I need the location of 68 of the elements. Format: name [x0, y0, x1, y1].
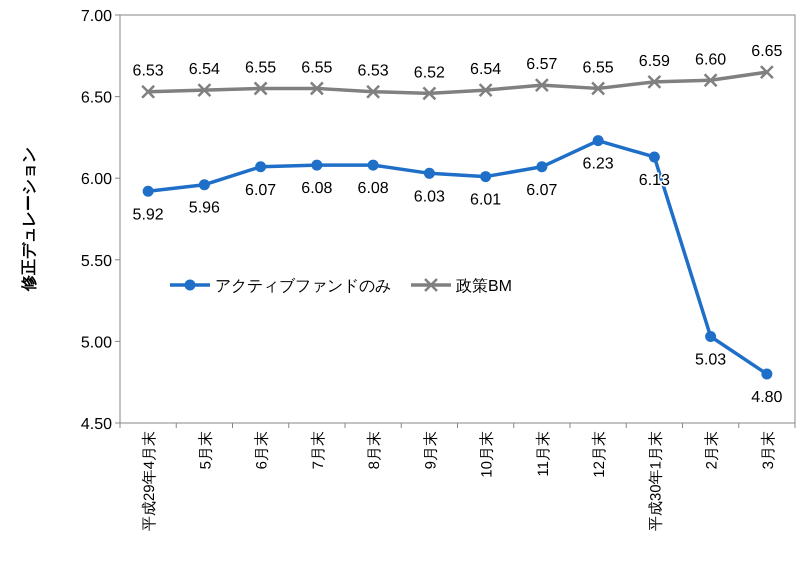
data-label: 6.07 — [245, 182, 276, 199]
x-tick-label: 3月末 — [760, 431, 777, 470]
point — [366, 84, 380, 99]
x-tick-label: 6月末 — [254, 431, 271, 470]
point — [311, 160, 322, 171]
point — [705, 331, 716, 342]
data-label: 5.96 — [188, 200, 220, 217]
y-tick-label: 5.00 — [80, 334, 112, 352]
point — [760, 64, 774, 80]
data-label: 6.59 — [638, 52, 670, 70]
x-tick-label: 10月末 — [478, 431, 496, 478]
x-tick-label: 2月末 — [704, 431, 721, 470]
data-label: 6.01 — [470, 192, 502, 209]
point — [198, 179, 210, 190]
data-label: 6.57 — [526, 56, 558, 74]
data-label: 6.54 — [188, 61, 220, 78]
x-tick-label: 8月末 — [366, 431, 384, 470]
point — [590, 81, 606, 96]
data-label: 6.23 — [582, 156, 614, 173]
data-label: 5.03 — [695, 352, 726, 369]
point — [140, 84, 156, 99]
data-label: 6.07 — [526, 182, 558, 199]
data-label: 6.55 — [301, 59, 333, 76]
point — [534, 78, 550, 92]
x-tick-label: 9月末 — [422, 431, 440, 470]
point — [536, 161, 548, 172]
point — [422, 86, 437, 101]
legend-label: アクティブファンドのみ — [215, 277, 391, 295]
point — [424, 168, 435, 179]
legend-label: 政策BM — [456, 277, 512, 295]
y-axis-title: 修正デュレーション — [20, 147, 38, 292]
data-label: 6.03 — [414, 188, 446, 206]
point — [255, 161, 266, 172]
x-tick-label: 平成29年4月末 — [141, 431, 158, 532]
point — [478, 82, 493, 98]
data-label: 6.54 — [470, 61, 502, 78]
point — [647, 74, 662, 90]
point — [703, 73, 718, 88]
data-label: 6.53 — [132, 62, 164, 80]
point — [480, 171, 492, 182]
x-tick-label: 平成30年1月末 — [647, 431, 664, 532]
point — [761, 368, 772, 380]
data-label: 6.53 — [358, 62, 389, 80]
x-tick-label: 7月末 — [310, 431, 327, 470]
data-label: 6.55 — [245, 59, 276, 76]
data-label: 6.65 — [751, 43, 783, 60]
x-tick-label: 12月末 — [591, 431, 608, 478]
data-label: 6.55 — [582, 59, 614, 76]
data-label: 6.60 — [695, 51, 726, 68]
y-tick-label: 4.50 — [80, 416, 112, 433]
data-label: 6.52 — [414, 64, 446, 82]
data-label: 5.92 — [132, 206, 164, 224]
point — [648, 151, 660, 162]
data-label: 6.08 — [301, 180, 333, 198]
data-label: 4.80 — [751, 389, 783, 406]
y-tick-label: 5.50 — [80, 252, 112, 270]
y-tick-label: 6.00 — [80, 171, 112, 188]
x-tick-label: 5月末 — [197, 431, 214, 470]
data-label: 6.08 — [358, 180, 389, 198]
point — [368, 160, 379, 171]
y-tick-label: 7.00 — [80, 8, 112, 25]
y-tick-label: 6.50 — [80, 90, 112, 107]
point — [197, 82, 212, 98]
point — [310, 81, 324, 96]
point — [592, 135, 604, 146]
x-tick-label: 11月末 — [534, 431, 552, 477]
point — [253, 81, 268, 96]
point — [142, 186, 154, 197]
